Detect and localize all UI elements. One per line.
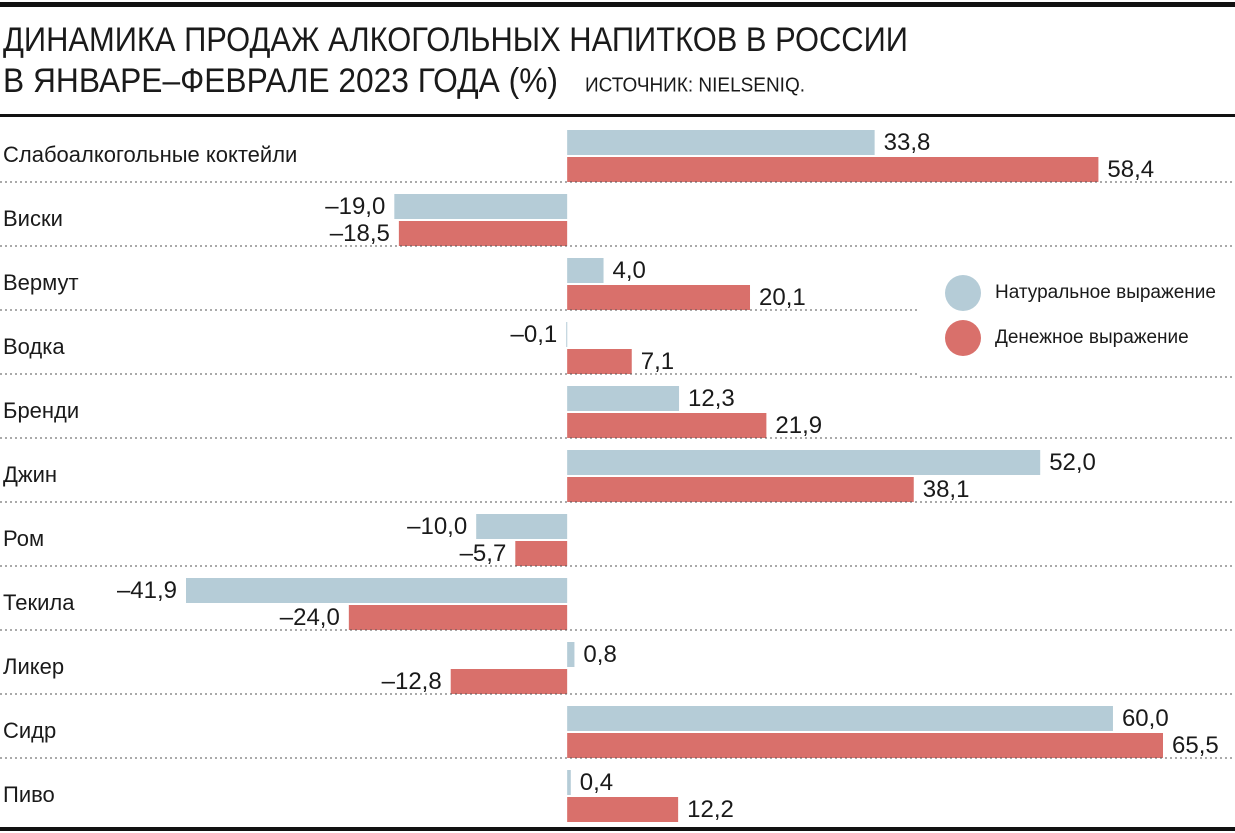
bar [515,541,568,566]
category-label: Сидр [3,718,56,743]
value-label: 12,2 [687,796,734,823]
bar [450,669,568,694]
value-label: –18,5 [330,220,390,247]
bottom-rule [0,827,1235,831]
bar [476,514,568,539]
legend-swatch [945,275,981,311]
value-label: 60,0 [1122,705,1169,732]
category-label: Бренди [3,398,79,423]
legend-swatch [945,320,981,356]
value-label: 0,8 [583,641,616,668]
chart-title: ДИНАМИКА ПРОДАЖ АЛКОГОЛЬНЫХ НАПИТКОВ В Р… [3,21,908,59]
value-label: 65,5 [1172,732,1219,759]
value-label: 21,9 [775,412,822,439]
bar [567,733,1163,758]
bar [567,450,1041,475]
value-label: 52,0 [1049,449,1096,476]
value-label: 20,1 [759,284,806,311]
category-label: Ром [3,526,44,551]
bar [394,194,568,219]
chart-title: В ЯНВАРЕ–ФЕВРАЛЕ 2023 ГОДА (%) [3,62,558,100]
header-rule [0,114,1235,117]
category-label: Джин [3,462,57,487]
value-label: 12,3 [688,385,735,412]
legend-label: Денежное выражение [995,327,1189,348]
value-label: –0,1 [511,321,558,348]
category-label: Водка [3,334,65,359]
bar [567,797,679,822]
bar [567,413,767,438]
value-label: 7,1 [641,348,674,375]
bar [567,642,575,667]
category-label: Ликер [3,654,64,679]
value-label: 33,8 [884,129,931,156]
bar [567,770,571,795]
bar [567,706,1113,731]
category-label: Пиво [3,782,55,807]
bar [398,221,568,246]
bar [566,322,568,347]
bar [567,349,632,374]
bar [567,386,680,411]
category-label: Текила [3,590,75,615]
bar [567,285,751,310]
value-label: –24,0 [280,604,340,631]
value-label: –41,9 [117,577,177,604]
value-label: –19,0 [325,193,385,220]
value-label: 58,4 [1107,156,1154,183]
value-label: –5,7 [460,540,507,567]
source: ИСТОЧНИК: NIELSENIQ. [585,74,805,96]
value-label: 0,4 [580,769,613,796]
top-rule [0,2,1235,7]
bar [567,157,1099,182]
bar [186,578,568,603]
legend-label: Натуральное выражение [995,282,1216,303]
bar [567,130,875,155]
value-label: 4,0 [613,257,646,284]
bar [567,258,604,283]
value-label: 38,1 [923,476,970,503]
value-label: –12,8 [382,668,442,695]
category-label: Слабоалкогольные коктейли [3,142,297,167]
category-label: Вермут [3,270,79,295]
value-label: –10,0 [407,513,467,540]
category-label: Виски [3,206,63,231]
bar [348,605,568,630]
bar [567,477,914,502]
